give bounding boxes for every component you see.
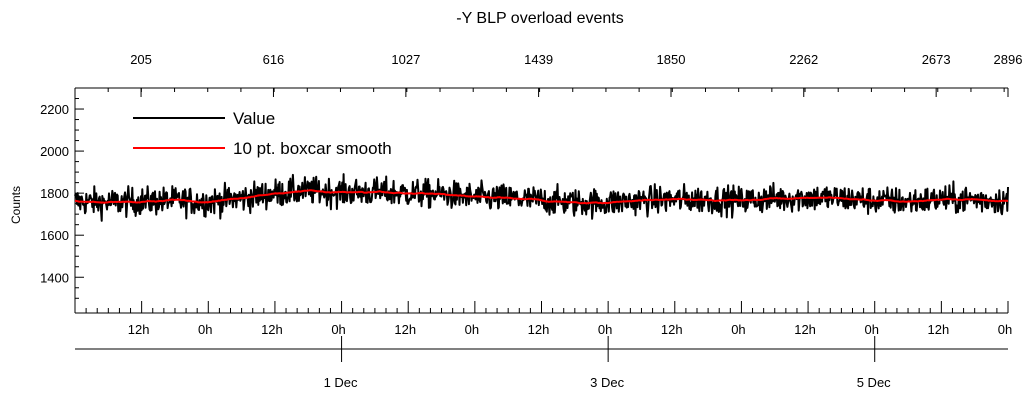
top-tick-label: 205 (130, 52, 152, 67)
hour-tick-label: 0h (864, 322, 878, 337)
hour-tick-label: 0h (465, 322, 479, 337)
legend-label-value: Value (233, 109, 275, 128)
hour-tick-label: 0h (731, 322, 745, 337)
y-tick-label: 2000 (40, 144, 69, 159)
axes-group: 1400 1600 1800 2000 2200 205 616 1027 1439 1850 22… (40, 52, 1022, 390)
plot-area (74, 173, 1009, 222)
hour-tick-label: 12h (128, 322, 150, 337)
top-tick-label: 2896 (994, 52, 1023, 67)
date-tick-label: 5 Dec (857, 375, 891, 390)
hour-tick-label: 0h (198, 322, 212, 337)
hour-tick-label: 12h (794, 322, 816, 337)
hour-tick-label: 12h (394, 322, 416, 337)
hour-tick-label: 12h (261, 322, 283, 337)
hour-tick-label: 12h (528, 322, 550, 337)
hour-tick-label: 0h (331, 322, 345, 337)
top-tick-label: 2262 (789, 52, 818, 67)
y-tick-label: 1400 (40, 270, 69, 285)
top-tick-label: 1439 (524, 52, 553, 67)
y-axis-label: Counts (9, 186, 23, 224)
y-tick-label: 1800 (40, 186, 69, 201)
top-tick-label: 2673 (922, 52, 951, 67)
legend: Value 10 pt. boxcar smooth (133, 109, 392, 158)
value-series-line (74, 173, 1009, 222)
legend-label-smooth: 10 pt. boxcar smooth (233, 139, 392, 158)
y-tick-label: 1600 (40, 228, 69, 243)
top-tick-label: 1027 (391, 52, 420, 67)
hour-tick-label: 12h (661, 322, 683, 337)
hour-tick-label: 0h (998, 322, 1012, 337)
smooth-series-line (74, 189, 1009, 205)
top-tick-label: 1850 (657, 52, 686, 67)
y-tick-label: 2200 (40, 102, 69, 117)
chart-title: -Y BLP overload events (456, 10, 624, 27)
hour-tick-label: 12h (928, 322, 950, 337)
date-tick-label: 1 Dec (324, 375, 358, 390)
top-tick-label: 616 (263, 52, 285, 67)
hour-tick-label: 0h (598, 322, 612, 337)
date-tick-label: 3 Dec (590, 375, 624, 390)
